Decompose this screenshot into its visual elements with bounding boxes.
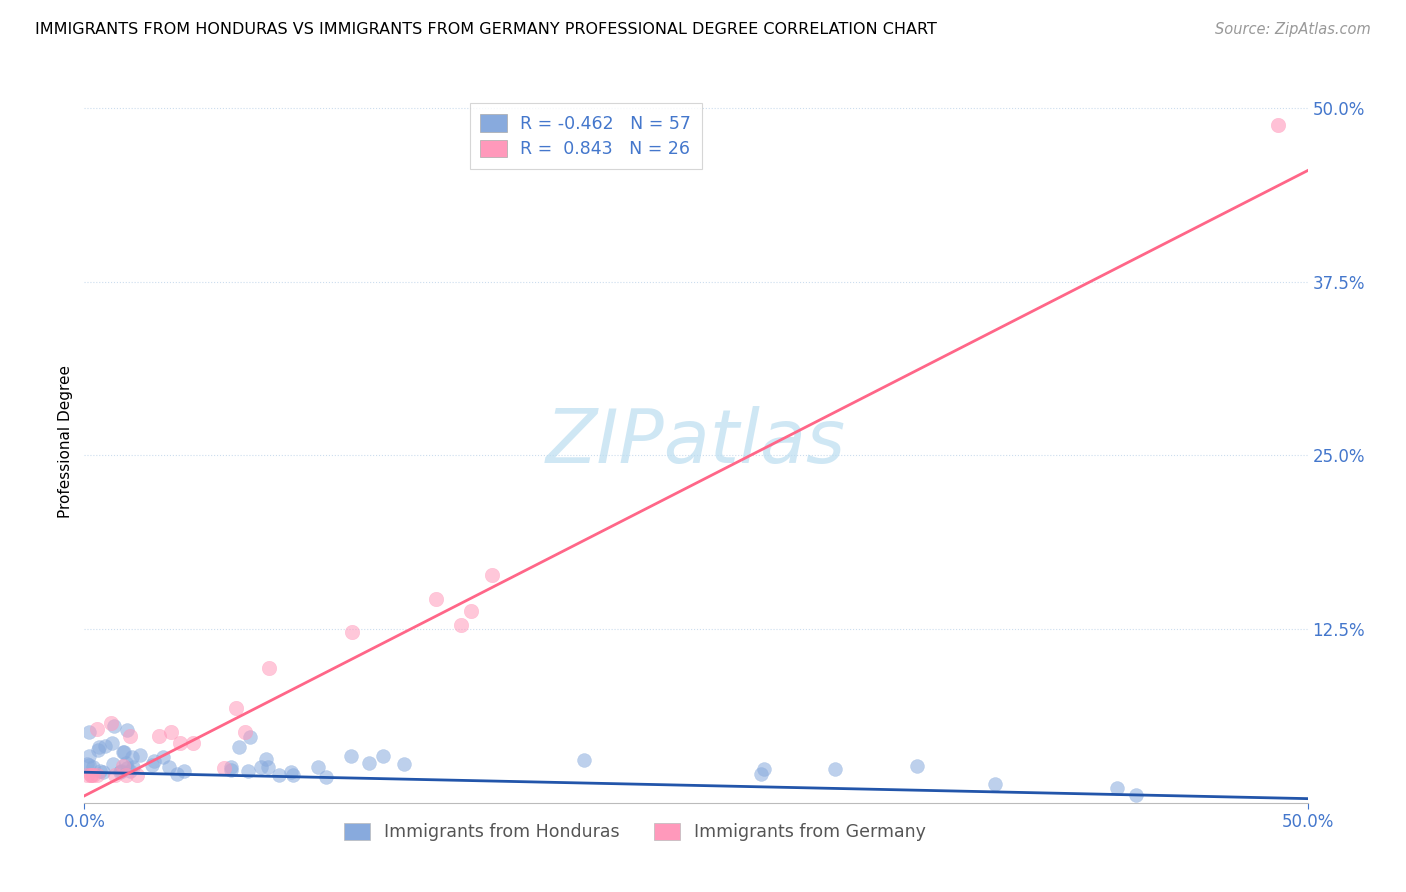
Text: Source: ZipAtlas.com: Source: ZipAtlas.com <box>1215 22 1371 37</box>
Point <box>120 729 142 743</box>
Point <box>86 768 108 782</box>
Point <box>233 724 256 739</box>
Text: ZIPatlas: ZIPatlas <box>546 406 846 477</box>
Point <box>340 625 363 640</box>
Point <box>256 751 278 765</box>
Y-axis label: Professional Degree: Professional Degree <box>58 365 73 518</box>
Point <box>125 768 148 782</box>
Point <box>87 739 110 754</box>
Point <box>86 722 108 736</box>
Point <box>76 756 98 771</box>
Point <box>239 730 262 744</box>
Point <box>212 761 235 775</box>
Point <box>101 757 124 772</box>
Point <box>481 567 503 582</box>
Point <box>111 745 134 759</box>
Point <box>114 756 136 770</box>
Point <box>307 760 329 774</box>
Point <box>87 743 110 757</box>
Point <box>173 764 195 778</box>
Point <box>80 768 103 782</box>
Point <box>754 762 776 776</box>
Point <box>100 715 122 730</box>
Point <box>392 756 415 771</box>
Legend: Immigrants from Honduras, Immigrants from Germany: Immigrants from Honduras, Immigrants fro… <box>337 815 932 848</box>
Point <box>89 764 111 778</box>
Point <box>148 729 170 743</box>
Point <box>103 719 125 733</box>
Point <box>259 661 281 675</box>
Point <box>267 768 290 782</box>
Point <box>281 767 304 781</box>
Point <box>984 777 1007 791</box>
Point <box>94 739 117 754</box>
Point <box>110 764 132 778</box>
Point <box>115 761 138 775</box>
Point <box>181 736 204 750</box>
Point <box>141 758 163 772</box>
Point <box>236 764 259 778</box>
Point <box>450 617 472 632</box>
Point <box>425 592 447 607</box>
Point <box>111 759 134 773</box>
Point <box>129 747 152 762</box>
Point <box>749 767 772 781</box>
Point <box>460 604 482 618</box>
Point <box>572 753 595 767</box>
Point <box>115 768 138 782</box>
Point <box>108 764 131 779</box>
Point <box>80 768 103 782</box>
Point <box>250 760 273 774</box>
Point <box>228 739 250 754</box>
Point <box>166 767 188 781</box>
Point <box>142 754 165 768</box>
Point <box>152 749 174 764</box>
Point <box>219 763 242 777</box>
Point <box>76 768 98 782</box>
Point <box>905 759 928 773</box>
Point <box>82 768 104 782</box>
Point <box>122 760 145 774</box>
Point <box>159 725 181 739</box>
Text: IMMIGRANTS FROM HONDURAS VS IMMIGRANTS FROM GERMANY PROFESSIONAL DEGREE CORRELAT: IMMIGRANTS FROM HONDURAS VS IMMIGRANTS F… <box>35 22 936 37</box>
Point <box>1125 788 1147 802</box>
Point <box>221 759 243 773</box>
Point <box>824 762 846 776</box>
Point <box>118 764 141 778</box>
Point <box>101 735 124 749</box>
Point <box>77 749 100 764</box>
Point <box>169 736 191 750</box>
Point <box>157 759 180 773</box>
Point <box>121 749 143 764</box>
Point <box>315 770 337 784</box>
Point <box>82 760 104 774</box>
Point <box>112 745 135 759</box>
Point <box>1267 118 1289 132</box>
Point <box>339 748 361 763</box>
Point <box>373 749 395 764</box>
Point <box>104 768 127 782</box>
Point <box>1105 781 1128 796</box>
Point <box>115 723 138 737</box>
Point <box>357 756 380 771</box>
Point <box>280 765 302 780</box>
Point <box>225 701 247 715</box>
Point <box>77 725 100 739</box>
Point <box>77 757 100 772</box>
Point <box>93 764 115 779</box>
Point <box>256 760 278 774</box>
